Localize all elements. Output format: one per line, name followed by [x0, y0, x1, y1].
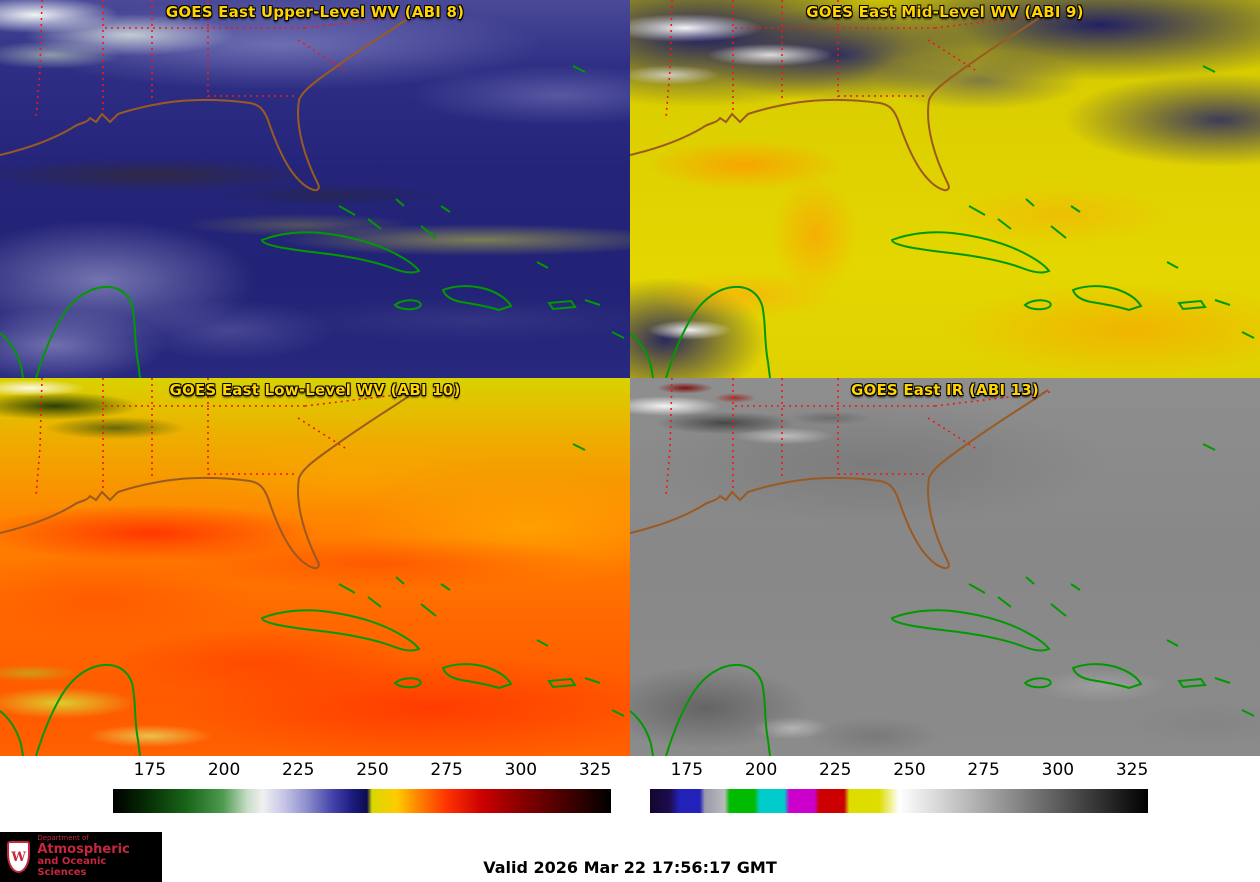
satellite-imagery-abi10	[0, 378, 630, 756]
logo-text: Department of Atmospheric and Oceanic Sc…	[37, 835, 155, 878]
map-overlay	[0, 0, 625, 378]
logo-name-line2: and Oceanic Sciences	[37, 855, 107, 878]
colorbar-wv-gradient	[113, 789, 611, 813]
colorbar-tick: 225	[282, 760, 315, 780]
panel-upper-level-wv: GOES East Upper-Level WV (ABI 8)	[0, 0, 630, 378]
colorbar-tick: 175	[670, 760, 704, 780]
panel-title-abi9: GOES East Mid-Level WV (ABI 9)	[806, 3, 1084, 21]
colorbar-tick: 250	[356, 760, 389, 780]
colorbar-tick: 200	[744, 760, 778, 780]
colorbar-wv-ticks: 175 200 225 250 275 300 325	[113, 756, 612, 784]
colorbar-tick: 325	[578, 760, 612, 780]
logo-name-line1: Atmospheric	[37, 841, 130, 857]
colorbar-tick: 275	[430, 760, 463, 780]
satellite-quad-grid: GOES East Upper-Level WV (ABI 8) GOES Ea…	[0, 0, 1260, 756]
colorbar-wv: 175 200 225 250 275 300 325	[113, 756, 611, 832]
satellite-imagery-abi8	[0, 0, 630, 378]
panel-low-level-wv: GOES East Low-Level WV (ABI 10)	[0, 378, 630, 756]
colorbar-ir: 175 200 225 250 275 300 325	[650, 756, 1148, 832]
colorbar-tick: 275	[967, 760, 1000, 780]
panel-mid-level-wv: GOES East Mid-Level WV (ABI 9)	[630, 0, 1260, 378]
colorbar-tick: 175	[133, 760, 167, 780]
colorbar-tick: 300	[1041, 760, 1075, 780]
satellite-imagery-abi13	[630, 378, 1260, 756]
panel-title-abi8: GOES East Upper-Level WV (ABI 8)	[165, 3, 465, 21]
logo-dept-line: Department of	[37, 834, 89, 843]
colorbar-tick: 250	[893, 760, 926, 780]
panel-title-abi10: GOES East Low-Level WV (ABI 10)	[169, 381, 461, 399]
uw-crest-icon: W	[7, 841, 31, 873]
colorbar-tick: 325	[1115, 760, 1149, 780]
satellite-imagery-abi9	[630, 0, 1260, 378]
colorbar-tick: 200	[207, 760, 241, 780]
map-overlay	[630, 378, 1255, 756]
map-overlay	[630, 0, 1255, 378]
colorbar-row: 175 200 225 250 275 300 325 175 200 225 …	[0, 756, 1260, 832]
panel-title-abi13: GOES East IR (ABI 13)	[850, 381, 1039, 399]
valid-timestamp: Valid 2026 Mar 22 17:56:17 GMT	[483, 858, 777, 877]
colorbar-ir-gradient	[650, 789, 1148, 813]
colorbar-tick: 225	[819, 760, 852, 780]
uw-aos-logo: W Department of Atmospheric and Oceanic …	[0, 832, 162, 882]
footer: W Department of Atmospheric and Oceanic …	[0, 832, 1260, 882]
panel-ir: GOES East IR (ABI 13)	[630, 378, 1260, 756]
colorbar-ir-ticks: 175 200 225 250 275 300 325	[650, 756, 1149, 784]
colorbar-tick: 300	[504, 760, 538, 780]
map-overlay	[0, 378, 625, 756]
